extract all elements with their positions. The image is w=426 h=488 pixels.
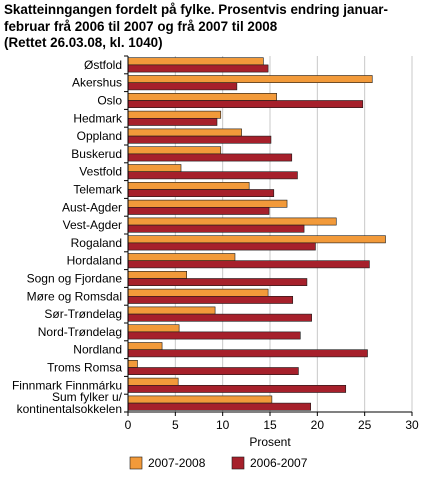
bar-2006-2007-7	[127, 189, 275, 197]
bar-2007-2008-18	[127, 377, 179, 386]
legend-swatch-2006-2007	[231, 456, 245, 470]
bar-2006-2007-15	[127, 331, 301, 340]
bar-2006-2007-2	[127, 100, 364, 108]
bar-2007-2008-15	[127, 324, 180, 333]
bar-2007-2008-3	[127, 110, 222, 119]
x-tick-label: 30	[405, 418, 419, 432]
bar-2006-2007-14	[127, 313, 312, 322]
category-label: Nord-Trøndelag	[38, 325, 122, 339]
bar-2007-2008-11	[127, 253, 236, 261]
bar-2007-2008-2	[127, 93, 277, 101]
bar-2006-2007-1	[127, 82, 238, 91]
bar-2006-2007-9	[127, 224, 305, 233]
category-label: Østfold	[84, 58, 122, 72]
category-label: Hedmark	[73, 111, 123, 125]
bar-2006-2007-10	[127, 242, 316, 251]
category-label: kontinentalsokkelen	[17, 402, 122, 416]
bar-2007-2008-1	[127, 75, 373, 83]
bar-2006-2007-18	[127, 384, 347, 393]
bar-2007-2008-17	[127, 359, 138, 368]
bar-2007-2008-19	[127, 395, 273, 404]
category-label: Oppland	[77, 129, 122, 143]
legend-swatch-2007-2008	[129, 456, 143, 470]
category-labels: Østfold Akershus Oslo Hedmark Oppland Buskeru…	[12, 58, 123, 416]
bar-2007-2008-5	[127, 146, 222, 155]
axes	[124, 55, 413, 416]
category-label: Buskerud	[71, 147, 122, 161]
chart-title-line-1: Skatteinngangen fordelt på fylke. Prosen…	[4, 2, 388, 17]
category-label: Rogaland	[71, 236, 122, 250]
chart-title-line-2: februar frå 2006 til 2007 og frå 2007 ti…	[4, 18, 278, 34]
legend: 2007-2008 2006-2007	[129, 456, 308, 470]
bar-2006-2007-0	[127, 64, 269, 73]
x-tick-label: 25	[358, 418, 372, 432]
category-label: Møre og Romsdal	[27, 289, 122, 303]
category-label: Finnmark Finnmárku	[12, 378, 122, 392]
bar-2006-2007-19	[127, 402, 312, 411]
category-label: Hordaland	[67, 254, 122, 268]
bar-2007-2008-0	[127, 57, 264, 66]
category-label: Oslo	[97, 94, 122, 108]
x-axis-title: Prosent	[249, 435, 291, 449]
x-tick-label: 10	[216, 418, 230, 432]
x-tick-label: 20	[311, 418, 325, 432]
bar-2006-2007-11	[127, 260, 370, 269]
bar-2006-2007-6	[127, 171, 298, 180]
category-label: Vestfold	[79, 165, 122, 179]
bar-2006-2007-5	[127, 153, 293, 162]
bar-2006-2007-8	[127, 207, 270, 215]
category-label: Aust-Agder	[62, 200, 122, 214]
bar-2006-2007-3	[127, 118, 218, 126]
category-label: Sogn og Fjordane	[27, 272, 123, 286]
category-label: Telemark	[73, 183, 123, 197]
bar-2007-2008-12	[127, 270, 187, 279]
bar-2006-2007-4	[127, 135, 272, 144]
category-label: Nordland	[73, 343, 122, 357]
bar-2007-2008-14	[127, 306, 216, 315]
chart-title-line-3: (Rettet 26.03.08, kl. 1040)	[4, 35, 163, 50]
x-tick-label: 5	[172, 418, 179, 432]
x-tick-labels: 0 5 10 15 20 25 30	[125, 418, 419, 432]
bar-2006-2007-12	[127, 278, 308, 286]
legend-label-2006-2007: 2006-2007	[250, 456, 308, 470]
category-label: Sør-Trøndelag	[44, 307, 122, 321]
bar-2007-2008-6	[127, 164, 182, 172]
bar-2006-2007-13	[127, 295, 294, 304]
bar-2007-2008-8	[127, 199, 288, 208]
bar-2006-2007-16	[127, 349, 368, 358]
bar-2007-2008-4	[127, 128, 242, 137]
bar-2007-2008-9	[127, 217, 337, 226]
bar-2007-2008-10	[127, 235, 386, 244]
bar-2007-2008-13	[127, 288, 269, 297]
bar-2007-2008-7	[127, 182, 250, 190]
x-tick-label: 0	[125, 418, 132, 432]
x-tick-label: 15	[263, 418, 277, 432]
chart-title: Skatteinngangen fordelt på fylke. Prosen…	[4, 2, 422, 52]
category-label: Troms Romsa	[47, 361, 122, 375]
category-label: Sum fylker u/	[52, 390, 123, 404]
bar-2007-2008-16	[127, 342, 163, 350]
bar-2006-2007-17	[127, 367, 299, 375]
category-label: Akershus	[72, 76, 122, 90]
legend-label-2007-2008: 2007-2008	[148, 456, 206, 470]
category-label: Vest-Agder	[63, 218, 122, 232]
